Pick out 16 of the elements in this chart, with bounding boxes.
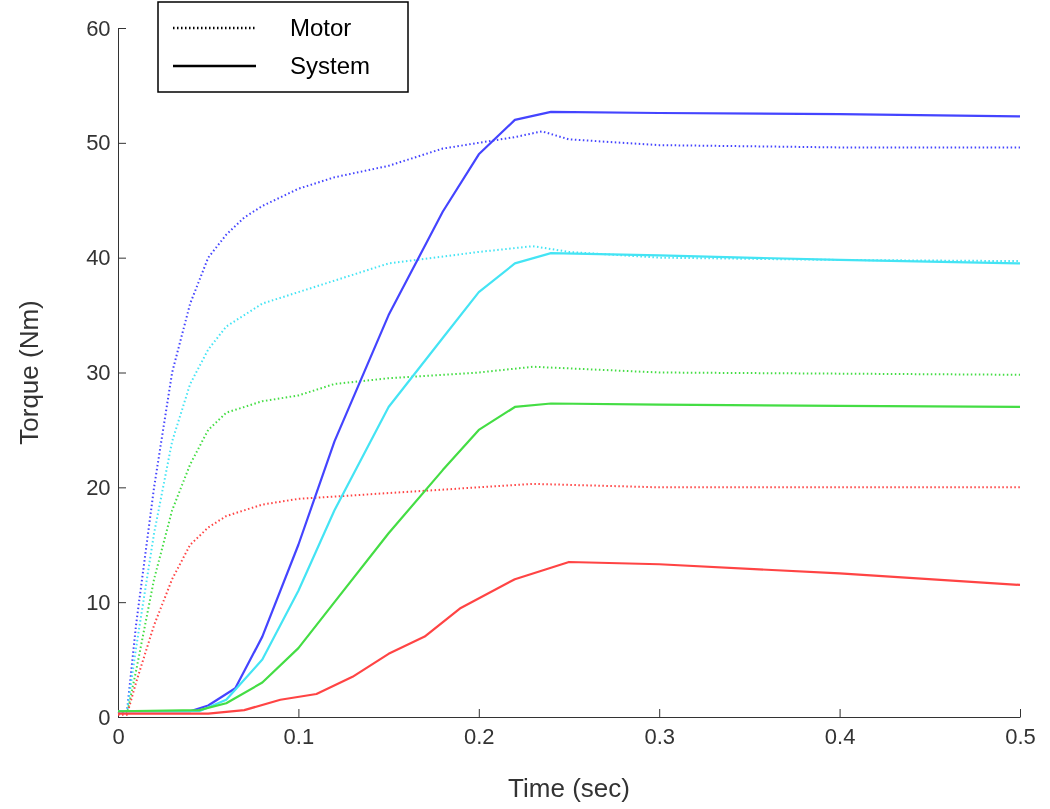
- y-tick-label: 50: [86, 130, 111, 156]
- annotation: Motor: [290, 14, 352, 41]
- y-tick-label: 20: [86, 474, 111, 500]
- y-tick-label: 60: [86, 15, 111, 41]
- annotation: System: [290, 52, 371, 79]
- x-tick-label: 0.2: [464, 724, 495, 750]
- y-tick-label: 40: [86, 245, 111, 271]
- y-tick-label: 30: [86, 360, 111, 386]
- x-tick-label: 0.1: [283, 724, 315, 750]
- x-axis-title: Time (sec): [508, 773, 630, 803]
- x-tick-label: 0.4: [824, 724, 856, 750]
- y-tick-label: 0: [98, 704, 111, 730]
- x-tick-label: 0.3: [644, 724, 675, 750]
- x-tick-label: 0.5: [1005, 724, 1036, 750]
- y-axis-title: Torque (Nm): [14, 300, 44, 445]
- y-tick-label: 10: [86, 589, 111, 615]
